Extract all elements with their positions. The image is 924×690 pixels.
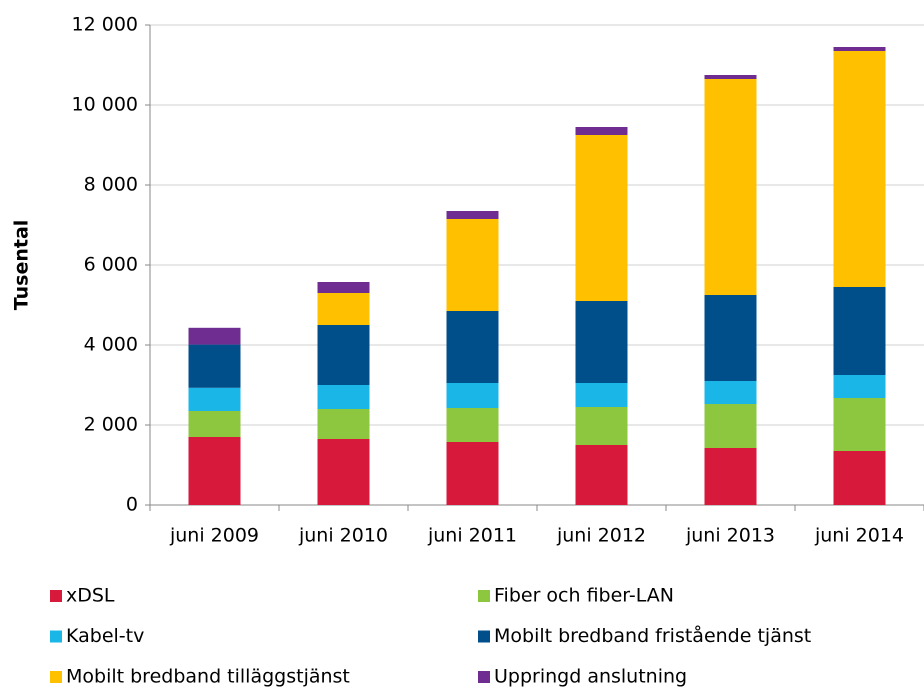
bar-segment (575, 135, 628, 301)
y-tick-label: 12 000 (72, 14, 138, 36)
bar-segment (575, 407, 628, 445)
legend-swatch (478, 630, 490, 643)
bar-segment (446, 311, 499, 383)
bar-segment (446, 408, 499, 442)
bar-segment (704, 448, 757, 505)
bar-segment (317, 293, 370, 325)
y-tick-label: 10 000 (72, 94, 138, 116)
legend-label: Uppringd anslutning (494, 666, 687, 688)
legend-swatch (50, 671, 62, 683)
bar-segment (833, 451, 886, 505)
y-tick-label: 8 000 (84, 174, 138, 196)
x-tick-label: juni 2011 (427, 525, 517, 547)
bar-segment (188, 344, 241, 388)
bar-segment (317, 325, 370, 385)
y-tick-label: 4 000 (84, 334, 138, 356)
bar-segment (317, 439, 370, 505)
bar-segment (833, 375, 886, 398)
y-tick-label: 2 000 (84, 414, 138, 436)
x-tick-label: juni 2009 (169, 525, 259, 547)
legend-swatch (478, 671, 490, 683)
x-tick-label: juni 2012 (556, 525, 646, 547)
bar-segment (704, 295, 757, 381)
bar-segment (446, 383, 499, 408)
bar-segment (188, 411, 241, 437)
legend-label: xDSL (66, 585, 115, 607)
bar-segment (575, 301, 628, 383)
bar-segment (575, 445, 628, 505)
bar-segment (833, 47, 886, 51)
legend-swatch (50, 590, 62, 602)
bar-segment (446, 219, 499, 311)
x-tick-label: juni 2014 (814, 525, 904, 547)
legend-label: Mobilt bredband fristående tjänst (494, 624, 811, 647)
bar-segment (575, 127, 628, 135)
bar-segment (704, 79, 757, 295)
legend-swatch (50, 630, 62, 643)
x-tick-label: juni 2010 (298, 525, 388, 547)
bar-segment (704, 75, 757, 79)
bar-segment (575, 383, 628, 407)
legend-label: Kabel-tv (66, 625, 144, 647)
legend-swatch (478, 590, 490, 602)
bar-segment (188, 387, 241, 411)
y-axis-label: Tusental (11, 220, 33, 311)
x-tick-label: juni 2013 (685, 525, 775, 547)
bar-segment (446, 442, 499, 505)
bar-segment (188, 327, 241, 345)
bar-segment (704, 381, 757, 404)
legend-label: Fiber och fiber-LAN (494, 585, 674, 607)
bar-segment (704, 404, 757, 448)
bar-segment (833, 398, 886, 451)
bar-segment (833, 287, 886, 375)
bar-segment (446, 211, 499, 219)
legend-label: Mobilt bredband tilläggstjänst (66, 666, 350, 688)
y-tick-label: 6 000 (84, 254, 138, 276)
bar-segment (317, 282, 370, 293)
bar-segment (317, 385, 370, 409)
y-tick-label: 0 (126, 494, 138, 516)
bar-segment (833, 51, 886, 287)
bar-segment (317, 409, 370, 439)
bar-segment (188, 437, 241, 505)
